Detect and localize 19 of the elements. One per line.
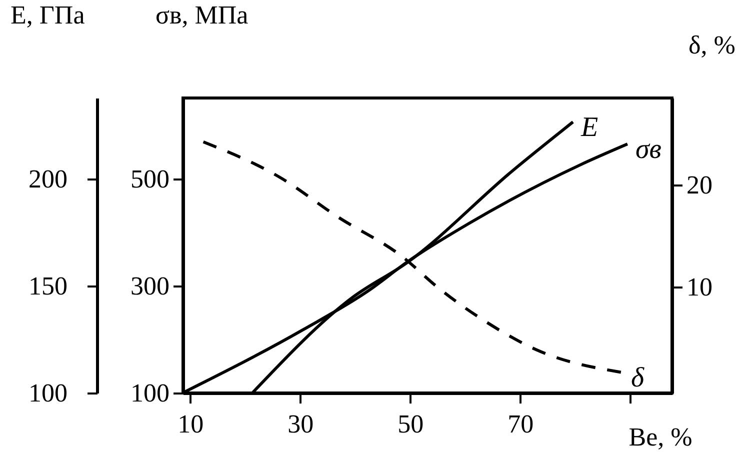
y3-axis-title: δ, % bbox=[688, 30, 736, 60]
y-tick-label: 200 bbox=[28, 164, 68, 194]
y-axis-title: E, ГПа bbox=[10, 0, 86, 30]
y2-tick-label: 100 bbox=[130, 378, 170, 408]
y-tick-label: 100 bbox=[28, 378, 68, 408]
y2-axis-title: σв, МПа bbox=[156, 0, 249, 30]
series-label: σв bbox=[635, 134, 662, 166]
y2-tick-label: 500 bbox=[130, 164, 170, 194]
y3-tick-label: 10 bbox=[686, 272, 712, 302]
x-tick-label: 50 bbox=[398, 410, 424, 438]
x-tick-label: 30 bbox=[288, 410, 314, 438]
y3-tick-label: 20 bbox=[686, 170, 712, 200]
x-axis-title: Be, % bbox=[628, 422, 692, 452]
x-tick-label: 70 bbox=[508, 410, 534, 438]
y2-tick-label: 300 bbox=[130, 271, 170, 300]
series-label: E bbox=[580, 112, 598, 143]
y-tick-label: 150 bbox=[28, 271, 68, 300]
x-tick-label: 10 bbox=[178, 410, 204, 438]
series-label: δ bbox=[631, 362, 646, 394]
